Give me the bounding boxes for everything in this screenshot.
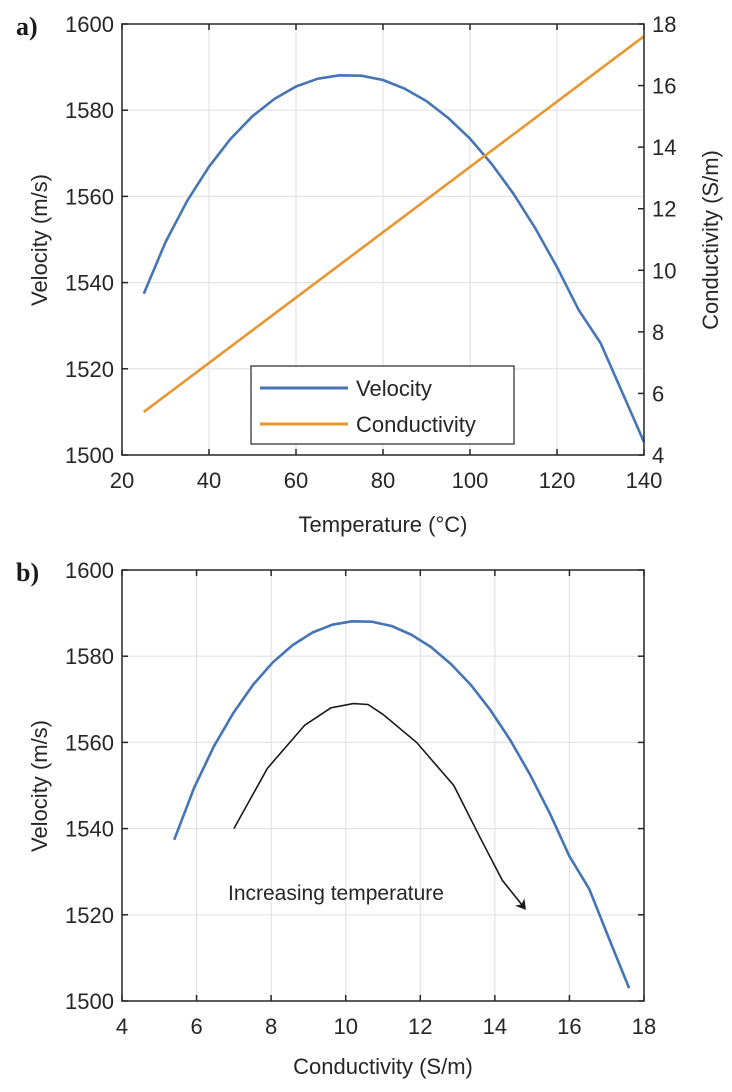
- panel-b-series: [172, 619, 631, 989]
- x-tick-label: 12: [408, 1014, 432, 1039]
- legend-label-velocity: Velocity: [356, 376, 432, 401]
- x-tick-label: 60: [284, 468, 308, 493]
- y-tick-label: 1540: [65, 271, 114, 296]
- y-right-tick-label: 16: [652, 74, 676, 99]
- panel-b-annotation: [233, 702, 526, 910]
- panel-a-temperature-plot: 20 40 60 80 100 120 140 1500 1520 1540 1560 1580 160…: [16, 12, 723, 537]
- panel-b-axes: [121, 569, 645, 1002]
- panel-b-label: b): [16, 558, 39, 587]
- x-tick-label: 20: [110, 468, 134, 493]
- y-right-tick-label: 8: [652, 320, 664, 345]
- y-tick-label: 1520: [65, 903, 114, 928]
- y-right-tick-label: 12: [652, 197, 676, 222]
- y-right-tick-label: 14: [652, 135, 676, 160]
- y-tick-label: 1500: [65, 443, 114, 468]
- y-tick-label: 1580: [65, 644, 114, 669]
- y-right-tick-label: 10: [652, 258, 676, 283]
- panel-a-y-axis-label-left: Velocity (m/s): [27, 174, 52, 306]
- x-tick-label: 18: [632, 1014, 656, 1039]
- x-tick-label: 140: [626, 468, 663, 493]
- y-tick-label: 1600: [65, 12, 114, 37]
- panel-b-grid: [122, 570, 644, 1001]
- panel-a-axes: [121, 23, 645, 456]
- x-tick-label: 8: [265, 1014, 277, 1039]
- y-right-tick-label: 6: [652, 381, 664, 406]
- annotation-arrow: [233, 702, 526, 910]
- panel-a-label: a): [16, 12, 38, 41]
- series-line-conductivity: [143, 35, 645, 413]
- y-tick-label: 1520: [65, 357, 114, 382]
- x-tick-label: 40: [197, 468, 221, 493]
- panel-a-series: [142, 35, 646, 443]
- y-right-tick-label: 4: [652, 443, 664, 468]
- y-tick-label: 1560: [65, 730, 114, 755]
- series-line-velocity: [142, 74, 646, 443]
- x-tick-label: 4: [116, 1014, 128, 1039]
- series-line-velocity: [172, 619, 631, 989]
- panel-b-x-axis-label: Conductivity (S/m): [293, 1054, 473, 1079]
- x-tick-label: 14: [483, 1014, 507, 1039]
- panel-b-y-axis-label: Velocity (m/s): [27, 720, 52, 852]
- y-tick-label: 1500: [65, 989, 114, 1014]
- y-right-tick-label: 18: [652, 12, 676, 37]
- x-tick-label: 10: [333, 1014, 357, 1039]
- legend-box: [250, 365, 515, 445]
- y-tick-label: 1600: [65, 558, 114, 583]
- panel-a-y-axis-label-right: Conductivity (S/m): [698, 150, 723, 330]
- axes-frame: [121, 569, 645, 1002]
- panel-b-tick-labels: 4 6 8 10 12 14 16 18 1500 1520 1540 1560 1580 1600: [65, 558, 656, 1039]
- panel-a-x-axis-label: Temperature (°C): [299, 512, 468, 537]
- y-tick-label: 1540: [65, 817, 114, 842]
- y-tick-label: 1580: [65, 98, 114, 123]
- panel-a-tick-labels: 20 40 60 80 100 120 140 1500 1520 1540 1560 1580 160…: [65, 12, 676, 493]
- x-tick-label: 6: [190, 1014, 202, 1039]
- y-tick-label: 1560: [65, 184, 114, 209]
- legend-label-conductivity: Conductivity: [356, 412, 476, 437]
- panel-b-conductivity-plot: 4 6 8 10 12 14 16 18 1500 1520 1540 1560 1580 1600 b)…: [16, 558, 656, 1079]
- panel-a-legend: Velocity Conductivity: [250, 365, 515, 445]
- x-tick-label: 80: [371, 468, 395, 493]
- x-tick-label: 16: [557, 1014, 581, 1039]
- annotation-increasing-temperature: Increasing temperature: [228, 882, 444, 905]
- x-tick-label: 120: [539, 468, 576, 493]
- x-tick-label: 100: [452, 468, 489, 493]
